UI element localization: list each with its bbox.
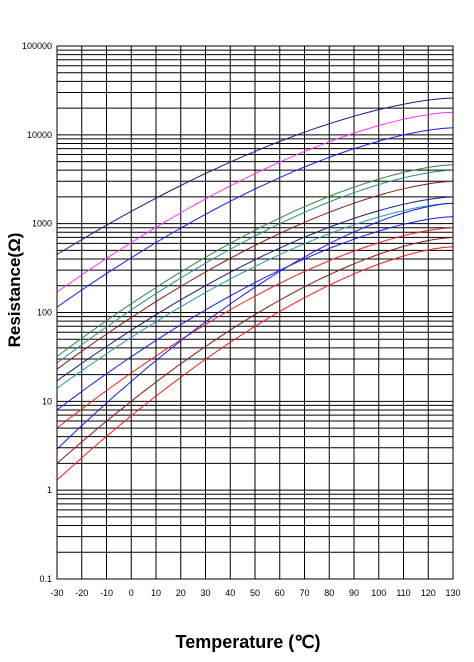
x-tick-label: 110 (396, 588, 410, 598)
series-line-8 (56, 202, 454, 389)
y-tick-label: 100000 (22, 41, 52, 51)
series-line-11 (56, 202, 454, 450)
x-tick-label: 100 (371, 588, 386, 598)
series-line-5 (56, 169, 454, 364)
x-tick-label: 120 (421, 588, 436, 598)
series-line-12 (56, 236, 454, 464)
y-tick-label: 100 (37, 308, 52, 318)
x-tick-label: 60 (275, 588, 285, 598)
x-tick-label: 80 (324, 588, 334, 598)
x-axis-label: Temperature (℃) (176, 632, 321, 652)
x-tick-label: -10 (100, 588, 113, 598)
x-tick-label: 70 (299, 588, 309, 598)
x-tick-label: 40 (225, 588, 235, 598)
y-tick-label: 1 (47, 485, 52, 495)
series-line-13 (56, 246, 454, 481)
x-tick-label: 90 (349, 588, 359, 598)
series-group (56, 97, 454, 481)
x-tick-label: -20 (75, 588, 88, 598)
series-line-7 (56, 196, 454, 382)
x-tick-labels: -30 -20 -10 0 10 20 30 40 50 60 70 80 90 100 110 120 130 (50, 588, 460, 598)
y-tick-label: 1000 (32, 219, 52, 229)
y-axis-label: Resistance(Ω) (5, 233, 24, 348)
series-line-3 (56, 127, 454, 308)
grid (56, 46, 454, 580)
x-tick-label: 50 (250, 588, 260, 598)
series-line-1 (56, 97, 454, 255)
x-tick-label: 30 (200, 588, 210, 598)
x-tick-label: 20 (176, 588, 186, 598)
x-tick-label: 130 (445, 588, 460, 598)
x-tick-label: 0 (129, 588, 134, 598)
series-line-4 (56, 164, 454, 357)
y-tick-labels: 0.1 1 10 100 1000 10000 100000 (22, 41, 52, 584)
series-line-6 (56, 180, 454, 370)
y-tick-label: 10 (42, 396, 52, 406)
plot-frame (56, 45, 454, 580)
x-tick-label: 10 (151, 588, 161, 598)
x-tick-label: -30 (50, 588, 63, 598)
y-tick-label: 0.1 (39, 574, 52, 584)
y-tick-label: 10000 (27, 130, 52, 140)
series-line-10 (56, 227, 454, 429)
series-line-2 (56, 111, 454, 293)
series-line-9 (56, 216, 454, 411)
